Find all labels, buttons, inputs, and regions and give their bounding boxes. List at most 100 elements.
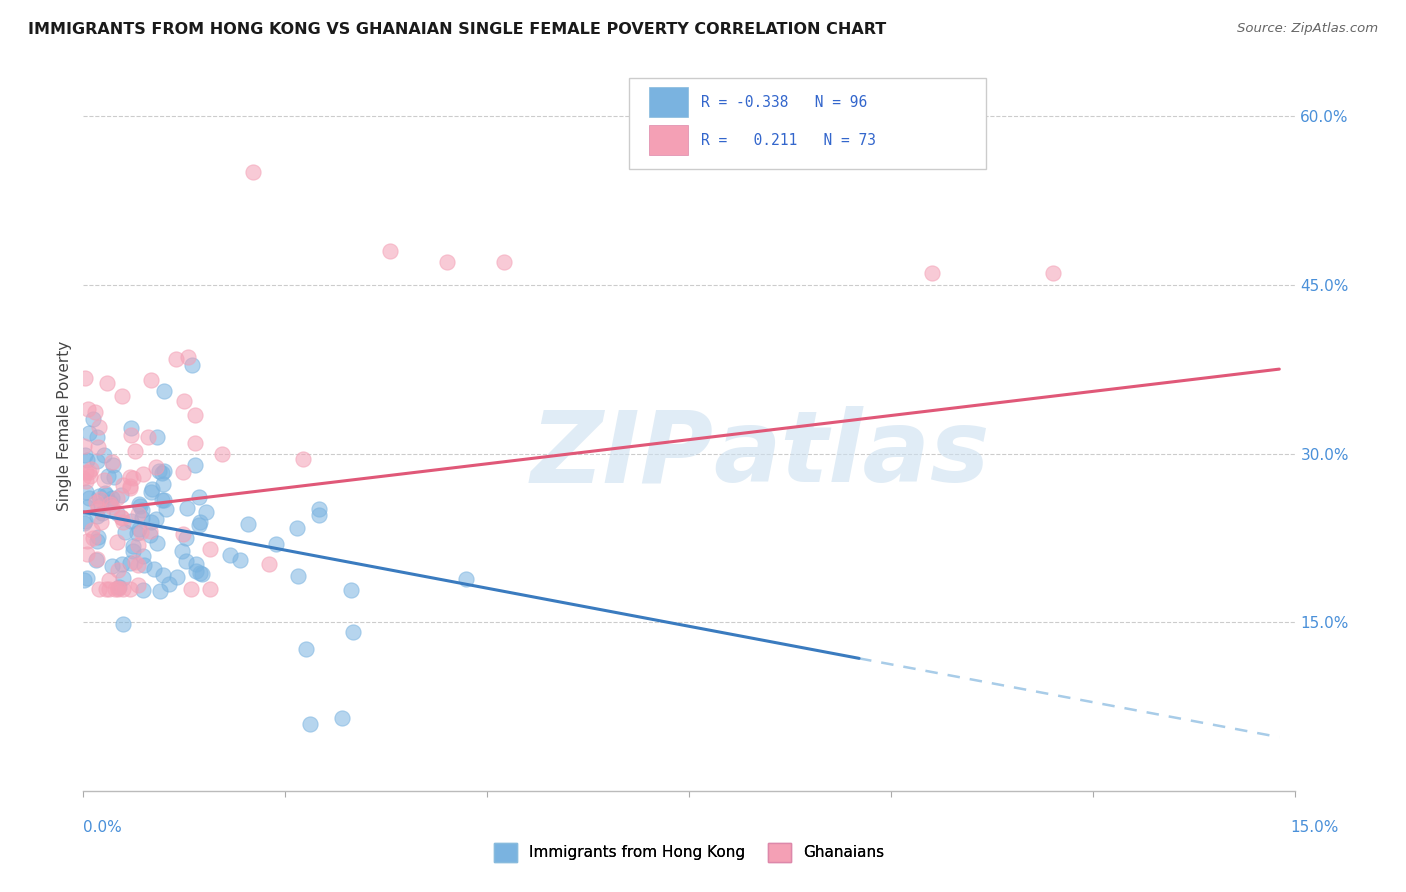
Point — [89, 492, 111, 507]
Point — [186, 564, 208, 578]
Point — [75, 448, 97, 462]
Point — [172, 465, 194, 479]
Point — [436, 255, 458, 269]
Text: atlas: atlas — [714, 406, 990, 503]
Point — [191, 566, 214, 581]
Point — [165, 352, 187, 367]
Point — [176, 554, 198, 568]
Point — [104, 582, 127, 596]
Point — [141, 482, 163, 496]
Point — [73, 516, 96, 530]
Point — [124, 443, 146, 458]
Point — [73, 371, 96, 385]
Point — [141, 485, 163, 500]
Legend: Immigrants from Hong Kong, Ghanaians: Immigrants from Hong Kong, Ghanaians — [488, 837, 891, 868]
Point — [101, 500, 124, 515]
Point — [184, 436, 207, 450]
Point — [238, 516, 260, 531]
Point — [125, 526, 148, 541]
Y-axis label: Single Female Poverty: Single Female Poverty — [58, 340, 72, 510]
Point — [111, 511, 134, 525]
Point — [242, 165, 264, 179]
Point — [180, 582, 202, 596]
Point — [86, 430, 108, 444]
Point — [142, 562, 165, 576]
Point — [339, 583, 361, 598]
Point — [79, 469, 101, 483]
Point — [308, 502, 330, 516]
Point — [157, 577, 180, 591]
Point — [110, 509, 132, 524]
Point — [342, 624, 364, 639]
Point — [211, 448, 233, 462]
Point — [87, 441, 110, 455]
Point — [96, 488, 118, 502]
Point — [120, 421, 142, 435]
Point — [90, 498, 112, 512]
Text: 0.0%: 0.0% — [83, 821, 122, 835]
Point — [291, 452, 314, 467]
Point — [76, 453, 98, 467]
Point — [76, 500, 98, 515]
Point — [124, 555, 146, 569]
Point — [1042, 267, 1064, 281]
Point — [96, 376, 118, 391]
Point — [120, 428, 142, 442]
Point — [173, 394, 195, 409]
Point — [105, 506, 128, 520]
Point — [112, 515, 135, 529]
FancyBboxPatch shape — [650, 87, 688, 118]
Point — [295, 642, 318, 657]
Point — [177, 350, 200, 364]
Text: IMMIGRANTS FROM HONG KONG VS GHANAIAN SINGLE FEMALE POVERTY CORRELATION CHART: IMMIGRANTS FROM HONG KONG VS GHANAIAN SI… — [28, 22, 886, 37]
Point — [141, 373, 163, 387]
Point — [93, 473, 115, 487]
Point — [87, 420, 110, 434]
Point — [73, 439, 96, 453]
Point — [152, 567, 174, 582]
Point — [195, 505, 218, 519]
FancyBboxPatch shape — [628, 78, 987, 169]
Point — [90, 516, 112, 530]
Point — [122, 471, 145, 485]
Point — [131, 549, 153, 564]
Point — [187, 518, 209, 533]
Point — [139, 524, 162, 538]
Point — [153, 464, 176, 478]
Point — [80, 523, 103, 537]
Point — [150, 493, 173, 508]
Point — [127, 538, 149, 552]
Point — [141, 515, 163, 529]
Point — [128, 497, 150, 511]
Point — [120, 582, 142, 596]
Point — [101, 559, 124, 574]
Point — [83, 405, 105, 419]
Point — [127, 558, 149, 572]
Point — [105, 491, 128, 506]
Point — [120, 515, 142, 529]
Text: Source: ZipAtlas.com: Source: ZipAtlas.com — [1237, 22, 1378, 36]
Point — [184, 458, 207, 472]
Point — [80, 462, 103, 476]
Point — [87, 582, 110, 596]
Point — [145, 430, 167, 444]
Point — [176, 500, 198, 515]
Point — [298, 716, 321, 731]
Point — [155, 502, 177, 516]
Point — [110, 488, 132, 502]
Point — [184, 558, 207, 572]
Point — [190, 566, 212, 580]
Point — [89, 489, 111, 503]
Point — [257, 557, 280, 571]
Point — [111, 617, 134, 632]
Point — [454, 573, 477, 587]
Point — [174, 531, 197, 545]
Point — [86, 551, 108, 566]
Point — [308, 508, 330, 522]
Point — [181, 358, 204, 372]
Point — [198, 582, 221, 596]
Point — [111, 477, 134, 491]
Point — [184, 409, 207, 423]
Point — [103, 469, 125, 483]
Point — [103, 458, 125, 472]
